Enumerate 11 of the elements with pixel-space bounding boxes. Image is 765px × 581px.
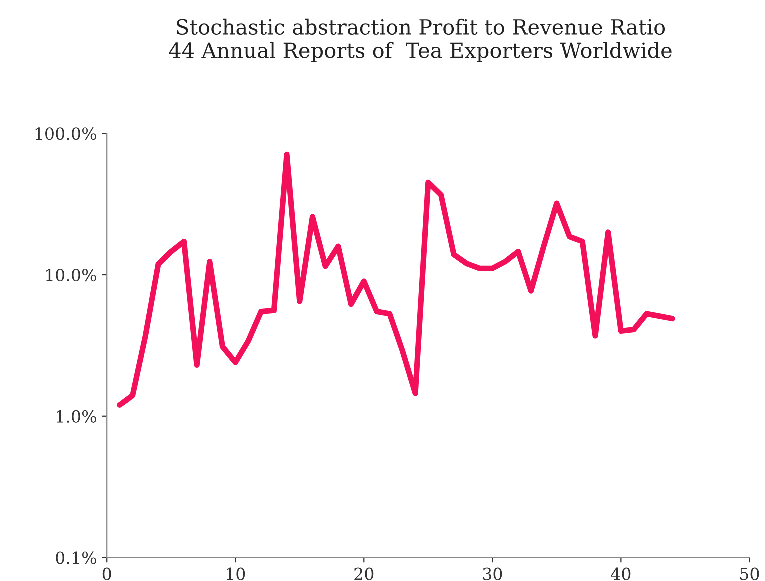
x-tick-label: 20 (354, 568, 374, 580)
y-tick-label: 100.0% (36, 128, 96, 140)
y-tick-label: 1.0% (57, 410, 96, 423)
x-tick-label: 30 (483, 568, 502, 580)
y-tick-label: 0.1% (56, 552, 96, 564)
x-tick-label: 40 (611, 568, 631, 580)
x-tick-label: 0 (102, 568, 112, 580)
x-tick-label: 50 (740, 568, 760, 580)
chart-title: Stochastic abstraction Profit to Revenue Ratio 44 Annual Reports of Tea Exporters Worldwide (169, 18, 672, 62)
x-tick-label: 10 (227, 568, 246, 580)
y-tick-label: 10.0% (46, 268, 96, 282)
